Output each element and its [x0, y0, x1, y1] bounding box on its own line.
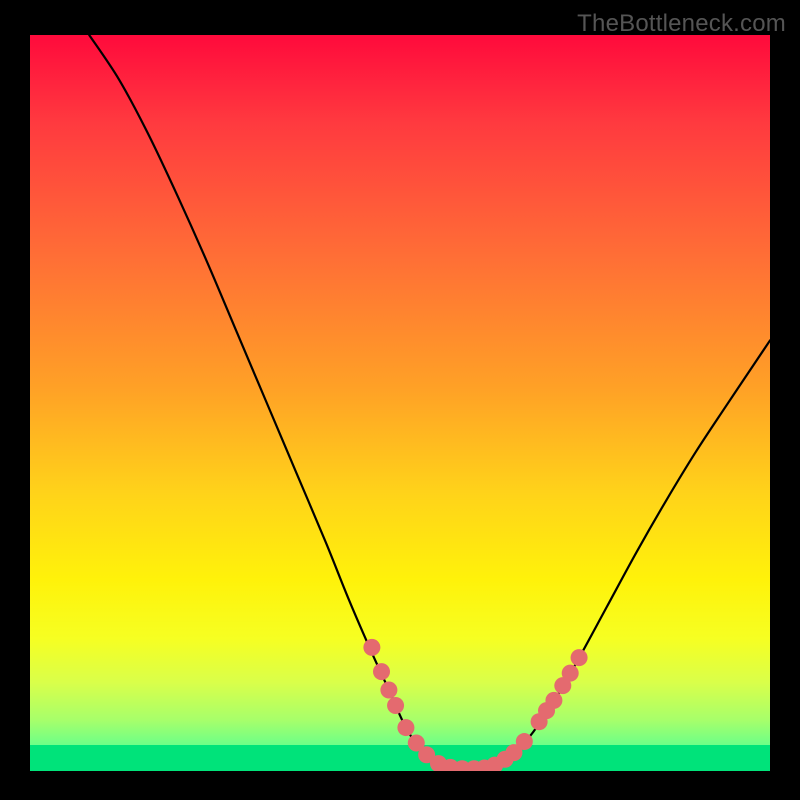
chart-stage: TheBottleneck.com	[0, 0, 800, 800]
watermark-text: TheBottleneck.com	[577, 10, 786, 38]
plot-background	[30, 35, 770, 771]
bottom-green-band	[30, 745, 770, 771]
